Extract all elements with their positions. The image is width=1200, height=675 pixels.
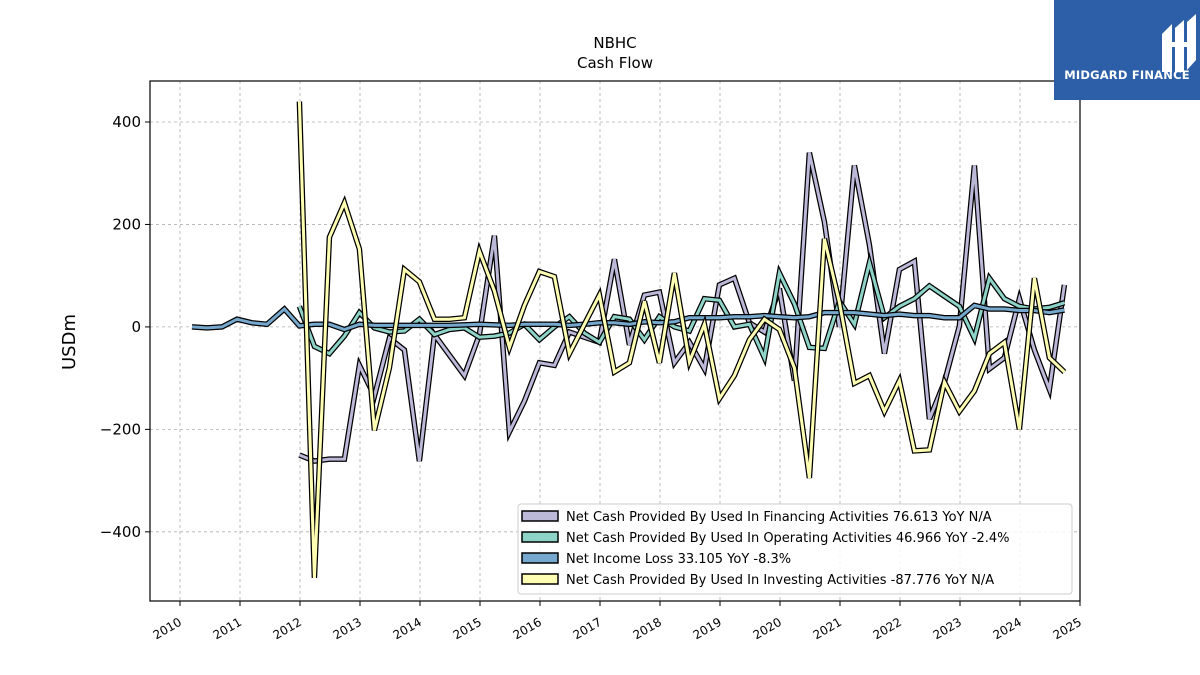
x-tick-label: 2017: [571, 615, 604, 642]
x-tick-label: 2013: [331, 615, 364, 642]
x-tick-label: 2014: [391, 615, 424, 642]
x-tick-label: 2022: [871, 615, 904, 642]
y-axis-label: USDm: [59, 314, 80, 370]
x-tick-label: 2024: [991, 615, 1024, 642]
x-tick-label: 2010: [151, 615, 184, 642]
series-layer: [191, 101, 1068, 579]
x-tick-label: 2015: [451, 615, 484, 642]
plot-frame: [149, 80, 1081, 602]
x-tick-label: 2016: [511, 615, 544, 642]
legend-swatch: [521, 531, 559, 543]
series-line-stroke: [298, 152, 1066, 463]
x-tick-label: 2011: [211, 615, 244, 642]
legend-label: Net Income Loss 33.105 YoY -8.3%: [566, 552, 791, 567]
y-tick-label: 200: [112, 215, 141, 233]
series-line-stroke: [297, 101, 1066, 578]
series-line: [298, 152, 1068, 464]
y-tick-label: −400: [100, 523, 141, 541]
legend-label: Net Cash Provided By Used In Operating A…: [566, 531, 1009, 546]
legend-label: Net Cash Provided By Used In Investing A…: [566, 573, 994, 588]
x-tick-label: 2018: [631, 615, 664, 642]
logo: MIDGARD FINANCE: [1054, 0, 1200, 100]
x-tick-label: 2012: [271, 615, 304, 642]
legend-swatch: [521, 573, 559, 585]
x-tick-label: 2019: [691, 615, 724, 642]
y-tick-label: 400: [112, 113, 141, 131]
series-line: [191, 302, 1065, 333]
legend-swatch: [521, 510, 559, 522]
x-tick-label: 2021: [811, 615, 844, 642]
legend: Net Cash Provided By Used In Financing A…: [517, 503, 1073, 595]
x-tick-label: 2023: [931, 615, 964, 642]
logo-mark-icon: [1162, 14, 1196, 72]
legend-box: [517, 503, 1073, 595]
series-line-stroke: [191, 303, 1065, 332]
logo-text: MIDGARD FINANCE: [1064, 68, 1190, 82]
chart-subtitle: Cash Flow: [577, 54, 653, 72]
x-tick-label: 2020: [751, 615, 784, 642]
chart-title: NBHC: [593, 34, 636, 52]
y-tick-label: 0: [131, 318, 141, 336]
legend-swatch: [521, 552, 559, 564]
x-tick-label: 2025: [1051, 615, 1084, 642]
legend-label: Net Cash Provided By Used In Financing A…: [566, 510, 992, 525]
series-line: [296, 101, 1067, 579]
y-tick-label: −200: [100, 420, 141, 438]
